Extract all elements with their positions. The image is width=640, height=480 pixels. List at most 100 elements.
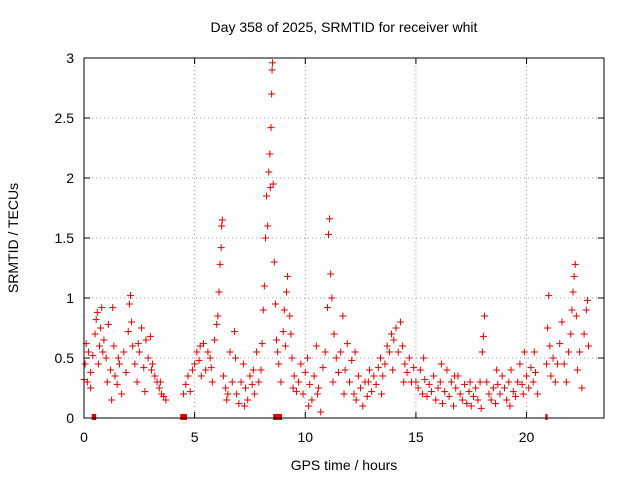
data-point — [204, 348, 212, 356]
data-point — [465, 388, 473, 396]
data-point — [527, 364, 535, 372]
data-point — [547, 372, 555, 380]
data-point — [350, 390, 358, 398]
data-point — [572, 312, 580, 320]
data-point — [419, 390, 427, 398]
data-point — [582, 306, 590, 314]
data-point — [545, 292, 553, 300]
data-point — [138, 324, 146, 332]
x-tick-label: 15 — [408, 429, 424, 445]
data-point — [319, 364, 327, 372]
data-point — [295, 378, 303, 386]
data-point — [297, 360, 305, 368]
data-point — [109, 304, 117, 312]
y-tick-label: 2 — [66, 170, 74, 186]
data-point — [531, 368, 539, 376]
x-tick-label: 0 — [80, 429, 88, 445]
data-point — [93, 308, 101, 316]
y-tick-label: 0 — [66, 410, 74, 426]
data-point — [339, 312, 347, 320]
data-point — [341, 366, 349, 374]
data-point — [436, 378, 444, 386]
data-point — [277, 378, 285, 386]
data-point — [133, 378, 141, 386]
gap-marker — [91, 414, 97, 420]
y-tick-label: 3 — [66, 50, 74, 66]
data-point — [94, 360, 102, 368]
data-point — [306, 380, 314, 388]
data-point — [389, 366, 397, 374]
data-point — [202, 366, 210, 374]
data-point — [92, 316, 100, 324]
data-point — [583, 296, 591, 304]
data-point — [219, 372, 227, 380]
data-point — [186, 388, 194, 396]
data-point — [160, 392, 168, 400]
data-point — [95, 342, 103, 350]
plot-frame — [83, 57, 605, 419]
data-point — [551, 378, 559, 386]
data-point — [562, 378, 570, 386]
data-point — [81, 360, 89, 368]
data-point — [565, 348, 573, 356]
x-tick-label: 5 — [191, 429, 199, 445]
data-point — [282, 288, 290, 296]
data-point — [500, 384, 508, 392]
data-point — [313, 390, 321, 398]
data-point — [305, 402, 313, 410]
data-point — [290, 372, 298, 380]
data-point — [140, 364, 148, 372]
data-point — [207, 364, 215, 372]
data-point — [421, 376, 429, 384]
data-point — [445, 392, 453, 400]
data-point — [102, 354, 110, 362]
data-point — [146, 332, 154, 340]
data-point — [286, 312, 294, 320]
data-point — [509, 388, 517, 396]
data-point — [151, 372, 159, 380]
y-axis-title: SRMTID / TECUs — [5, 183, 21, 293]
data-point — [518, 380, 526, 388]
data-point — [359, 402, 367, 410]
data-point — [523, 372, 531, 380]
data-point — [224, 390, 232, 398]
data-point — [463, 400, 471, 408]
data-point — [280, 306, 288, 314]
data-points — [80, 59, 593, 416]
grid-lines — [84, 58, 604, 418]
y-tick-label: 1 — [66, 290, 74, 306]
data-point — [104, 320, 112, 328]
data-point — [147, 366, 155, 374]
data-point — [235, 400, 243, 408]
data-point — [519, 390, 527, 398]
data-point — [191, 360, 199, 368]
data-point — [346, 378, 354, 386]
data-point — [332, 354, 340, 362]
data-point — [560, 360, 568, 368]
data-point — [99, 348, 107, 356]
data-point — [365, 366, 373, 374]
data-point — [232, 354, 240, 362]
data-point — [434, 384, 442, 392]
data-point — [125, 300, 133, 308]
x-axis-title: GPS time / hours — [291, 457, 398, 473]
data-point — [208, 378, 216, 386]
data-point — [321, 348, 329, 356]
data-point — [485, 390, 493, 398]
chart-title: Day 358 of 2025, SRMTID for receiver whi… — [211, 19, 478, 35]
y-tick-label: 0.5 — [55, 350, 75, 366]
data-point — [477, 404, 485, 412]
data-point — [558, 318, 566, 326]
data-point — [569, 288, 577, 296]
data-point — [115, 360, 123, 368]
data-point — [329, 378, 337, 386]
y-tick-label: 1.5 — [55, 230, 75, 246]
data-point — [135, 348, 143, 356]
data-point — [279, 328, 287, 336]
data-point — [437, 360, 445, 368]
data-point — [287, 330, 295, 338]
data-point — [474, 396, 482, 404]
data-point — [261, 234, 269, 242]
gap-markers — [91, 414, 548, 420]
